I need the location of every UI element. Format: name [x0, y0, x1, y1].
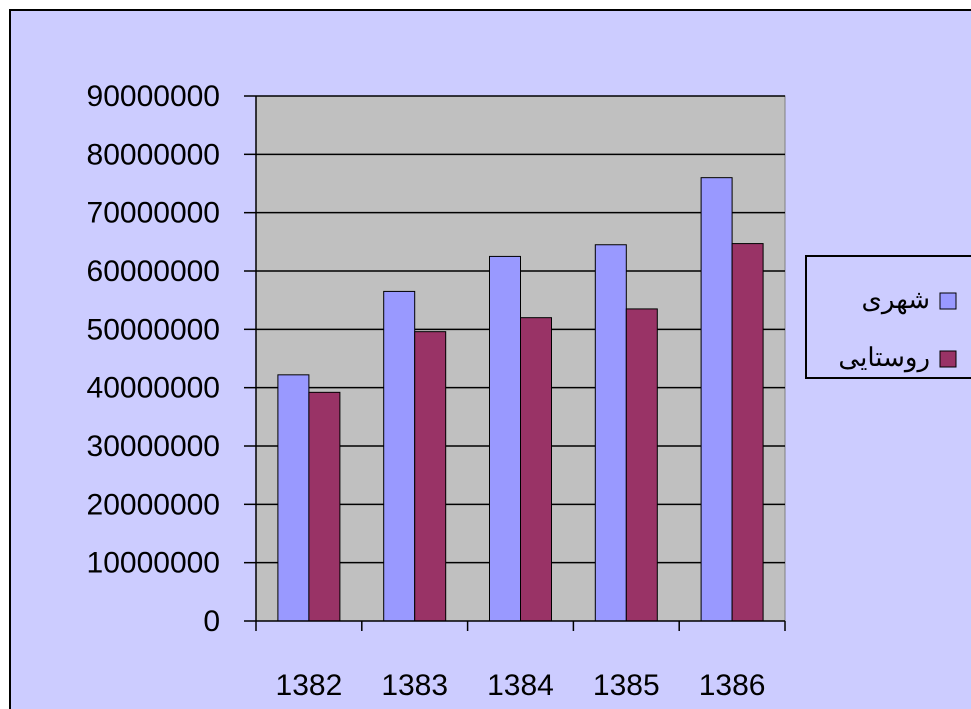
bar	[308, 391, 341, 622]
y-tick-label: 0	[203, 605, 220, 638]
y-tick-label: 90000000	[87, 80, 220, 113]
legend-swatch	[939, 350, 957, 368]
bar	[383, 290, 416, 622]
legend-label: شهری	[862, 284, 930, 315]
y-tick-label: 70000000	[87, 197, 220, 230]
bar	[520, 317, 552, 622]
bar	[594, 244, 627, 622]
bar	[414, 331, 447, 622]
axes: 0 10000000 20000000 30000000 40000000 5000000…	[87, 80, 786, 702]
bar	[700, 177, 733, 622]
y-tick-label: 40000000	[87, 372, 220, 405]
bar	[277, 374, 310, 622]
x-tick-label: 1382	[276, 669, 343, 702]
legend-label: روستایی	[838, 342, 930, 373]
x-tick-label: 1384	[487, 669, 554, 702]
y-tick-label: 80000000	[87, 138, 220, 171]
y-tick-label: 10000000	[87, 547, 220, 580]
y-tick-label: 60000000	[87, 255, 220, 288]
bar	[489, 255, 521, 622]
x-tick-label: 1385	[593, 669, 660, 702]
legend-swatch	[939, 292, 957, 310]
y-tick-label: 50000000	[87, 313, 220, 346]
bar	[731, 243, 764, 622]
x-tick-label: 1386	[699, 669, 766, 702]
y-tick-label: 30000000	[87, 430, 220, 463]
bars	[277, 177, 764, 622]
legend-entries: شهری روستایی	[838, 284, 957, 373]
bar	[625, 308, 658, 622]
x-tick-label: 1383	[381, 669, 448, 702]
y-tick-label: 20000000	[87, 488, 220, 521]
